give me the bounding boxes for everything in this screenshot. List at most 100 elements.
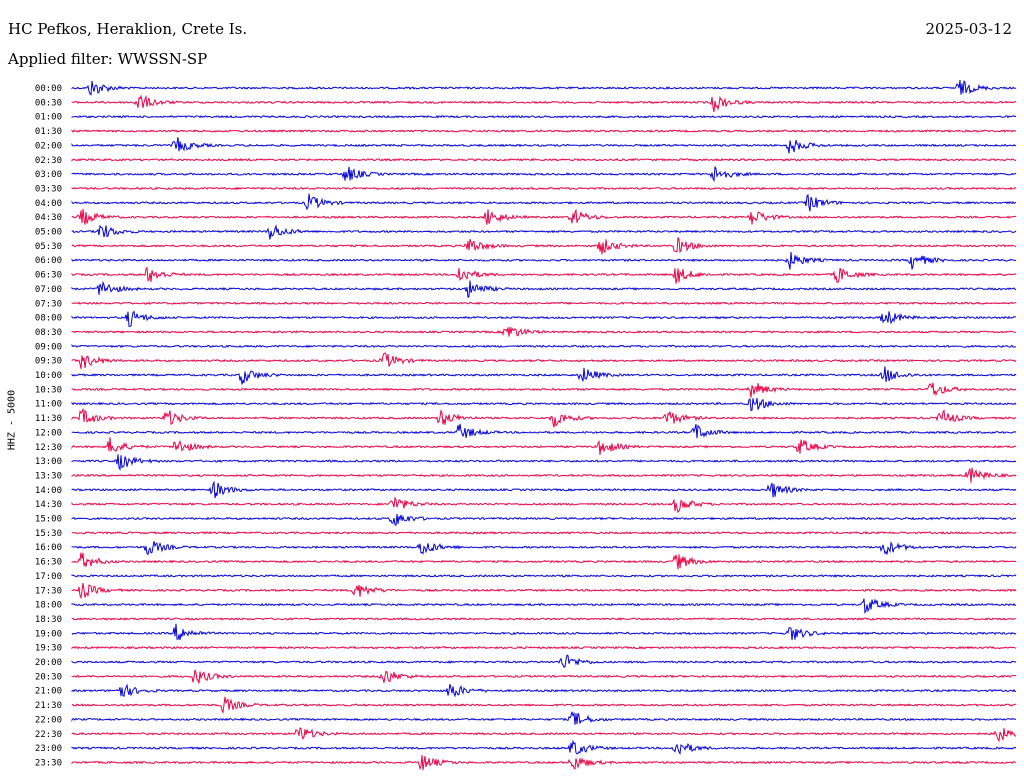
trace-line — [71, 266, 1017, 284]
row-time-label: 02:30 — [35, 156, 62, 166]
trace-line — [71, 137, 1017, 154]
row-time-label: 13:00 — [35, 457, 62, 467]
row-time-label: 09:00 — [35, 342, 62, 352]
row-time-label: 07:30 — [35, 299, 62, 309]
row-time-label: 15:30 — [35, 529, 62, 539]
row-time-label: 16:30 — [35, 558, 62, 568]
trace-line — [71, 79, 1017, 96]
trace-line — [71, 598, 1017, 615]
trace-line — [71, 496, 1017, 514]
trace-line — [71, 711, 1017, 725]
row-time-label: 05:00 — [35, 228, 62, 238]
row-time-label: 17:30 — [35, 586, 62, 596]
trace-line — [71, 382, 1017, 398]
trace-line — [71, 645, 1017, 650]
trace-line — [71, 541, 1017, 556]
row-time-label: 14:30 — [35, 500, 62, 510]
row-time-label: 12:00 — [35, 428, 62, 438]
trace-line — [71, 754, 1017, 771]
trace-line — [71, 186, 1017, 191]
row-time-label: 06:30 — [35, 271, 62, 281]
row-time-label: 18:00 — [35, 601, 62, 611]
row-time-label: 01:00 — [35, 113, 62, 123]
row-time-label: 09:30 — [35, 357, 62, 367]
row-time-label: 01:30 — [35, 127, 62, 137]
trace-line — [71, 454, 1017, 472]
trace-line — [71, 280, 1017, 299]
trace-line — [71, 407, 1017, 428]
row-time-label: 19:30 — [35, 644, 62, 654]
row-time-label: 06:00 — [35, 256, 62, 266]
trace-line — [71, 251, 1017, 270]
trace-line — [71, 739, 1017, 755]
row-time-label: 08:30 — [35, 328, 62, 338]
row-time-label: 19:00 — [35, 629, 62, 639]
trace-line — [71, 654, 1017, 668]
trace-line — [71, 514, 1017, 526]
row-time-label: 03:00 — [35, 170, 62, 180]
trace-line — [71, 669, 1017, 684]
row-time-label: 10:00 — [35, 371, 62, 381]
trace-line — [71, 352, 1017, 369]
trace-line — [71, 467, 1017, 483]
row-time-label: 00:00 — [35, 84, 62, 94]
trace-line — [71, 531, 1017, 535]
trace-line — [71, 683, 1017, 698]
row-time-label: 12:30 — [35, 443, 62, 453]
trace-line — [71, 166, 1017, 183]
row-time-label: 14:00 — [35, 486, 62, 496]
trace-line — [71, 208, 1017, 225]
row-time-label: 02:00 — [35, 141, 62, 151]
row-time-label: 04:30 — [35, 213, 62, 223]
trace-line — [71, 623, 1017, 641]
trace-line — [71, 193, 1017, 212]
row-time-label: 04:00 — [35, 199, 62, 209]
trace-line — [71, 301, 1017, 306]
row-time-label: 21:30 — [35, 701, 62, 711]
date-label: 2025-03-12 — [925, 20, 1012, 38]
row-time-label: 08:00 — [35, 314, 62, 324]
trace-line — [71, 696, 1017, 714]
trace-line — [71, 727, 1017, 743]
row-time-label: 23:30 — [35, 758, 62, 768]
row-time-label: 23:00 — [35, 744, 62, 754]
trace-line — [71, 437, 1017, 456]
row-time-label: 22:00 — [35, 715, 62, 725]
row-time-label: 18:30 — [35, 615, 62, 625]
row-time-label: 21:00 — [35, 687, 62, 697]
trace-line — [71, 583, 1017, 600]
trace-line — [71, 552, 1017, 570]
trace-line — [71, 423, 1017, 439]
row-time-label: 07:00 — [35, 285, 62, 295]
row-time-label: 20:00 — [35, 658, 62, 668]
row-time-label: 17:00 — [35, 572, 62, 582]
trace-line — [71, 94, 1017, 113]
row-time-label: 15:00 — [35, 515, 62, 525]
row-time-label: 03:30 — [35, 184, 62, 194]
row-time-label: 20:30 — [35, 672, 62, 682]
trace-line — [71, 310, 1017, 327]
row-time-label: 11:00 — [35, 400, 62, 410]
trace-line — [71, 114, 1017, 119]
row-time-label: 10:30 — [35, 385, 62, 395]
row-time-label: 16:00 — [35, 543, 62, 553]
trace-line — [71, 573, 1017, 578]
trace-line — [71, 398, 1017, 411]
trace-line — [71, 326, 1017, 337]
trace-line — [71, 344, 1017, 349]
filter-subtitle: Applied filter: WWSSN-SP — [8, 50, 208, 68]
row-time-label: 05:30 — [35, 242, 62, 252]
row-time-label: 13:30 — [35, 471, 62, 481]
row-time-label: 22:30 — [35, 730, 62, 740]
trace-line — [71, 129, 1017, 133]
trace-line — [71, 617, 1017, 621]
row-time-label: 11:30 — [35, 414, 62, 424]
trace-line — [71, 224, 1017, 240]
trace-line — [71, 366, 1017, 385]
trace-line — [71, 237, 1017, 255]
trace-line — [71, 157, 1017, 162]
station-title: HC Pefkos, Heraklion, Crete Is. — [8, 20, 248, 38]
row-time-label: 00:30 — [35, 98, 62, 108]
trace-line — [71, 480, 1017, 499]
